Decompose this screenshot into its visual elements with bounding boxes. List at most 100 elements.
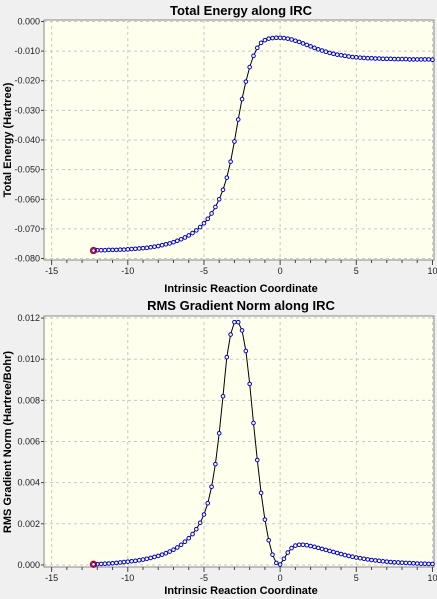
data-point <box>354 555 359 560</box>
data-point <box>254 45 260 51</box>
data-point <box>247 64 252 70</box>
x-axis-label: Intrinsic Reaction Coordinate <box>164 585 317 597</box>
data-point <box>274 35 279 41</box>
data-point <box>182 539 188 544</box>
data-point <box>178 542 184 548</box>
x-tick-label: -15 <box>45 573 58 583</box>
data-point <box>342 53 348 59</box>
x-axis-ticks: -15 -10 -5 0 5 10 <box>45 260 437 276</box>
data-point <box>91 248 96 253</box>
chart-title: Total Energy along IRC <box>170 3 313 18</box>
data-point <box>194 228 199 233</box>
data-point <box>262 517 268 522</box>
data-point <box>201 220 207 226</box>
data-point <box>205 216 211 222</box>
y-tick-label: -0.030 <box>14 105 40 115</box>
y-axis-label: Total Energy (Hartree) <box>2 82 14 197</box>
y-tick-label: 0.010 <box>17 354 40 364</box>
data-point <box>167 241 172 246</box>
data-point <box>159 552 165 557</box>
data-point <box>296 542 302 548</box>
data-point <box>194 526 199 532</box>
y-tick-label: 0.004 <box>17 478 40 488</box>
data-point <box>216 430 222 436</box>
data-point <box>205 500 211 506</box>
data-point <box>418 57 424 62</box>
data-point <box>121 559 127 565</box>
y-tick-label: 0.000 <box>17 560 40 570</box>
data-point <box>197 520 203 526</box>
data-point <box>395 560 401 565</box>
data-point <box>175 545 180 550</box>
data-point <box>228 332 233 337</box>
gradient-series <box>89 319 435 568</box>
data-point <box>392 56 397 62</box>
data-point <box>296 39 302 45</box>
y-tick-label: -0.050 <box>14 165 40 175</box>
data-point <box>388 559 393 565</box>
data-point <box>110 560 115 566</box>
y-tick-label: -0.070 <box>14 224 40 234</box>
data-point <box>346 54 351 59</box>
data-point <box>224 354 230 360</box>
data-point <box>315 47 321 52</box>
data-point <box>369 55 374 61</box>
data-point <box>228 159 233 164</box>
data-point <box>209 484 214 490</box>
data-point <box>133 558 138 564</box>
data-point <box>304 542 310 548</box>
y-axis-label: RMS Gradient Norm (Hartree/Bohr) <box>2 351 14 533</box>
data-point <box>129 246 134 252</box>
data-point <box>376 558 382 564</box>
x-tick-label: 0 <box>278 266 283 276</box>
data-point <box>388 56 393 62</box>
data-point <box>190 230 195 236</box>
data-point <box>411 57 416 62</box>
data-point <box>163 241 169 247</box>
data-point <box>426 561 431 567</box>
data-point <box>133 246 138 252</box>
data-point <box>357 55 363 60</box>
y-axis-ticks: 0.000 0.002 0.004 0.006 0.008 0.010 0.012 <box>17 313 44 570</box>
data-point <box>110 247 115 253</box>
energy-series <box>89 35 435 255</box>
x-tick-label: 5 <box>354 266 359 276</box>
data-point <box>98 247 104 253</box>
data-point <box>106 561 112 566</box>
data-point <box>369 557 374 563</box>
data-point <box>216 196 222 202</box>
data-point <box>312 544 317 550</box>
data-point <box>426 57 431 62</box>
y-tick-label: 0.012 <box>17 313 40 323</box>
data-point <box>175 238 180 244</box>
data-point <box>350 554 355 560</box>
y-tick-label: 0.006 <box>17 437 40 447</box>
data-point <box>190 531 195 537</box>
data-point <box>152 554 157 560</box>
data-point <box>117 560 123 565</box>
data-point <box>125 559 131 564</box>
total-energy-chart: Total Energy along IRC 0.000 -0.010 -0.020… <box>0 0 437 299</box>
data-point <box>159 242 165 248</box>
data-point <box>304 42 310 48</box>
data-point <box>148 555 153 561</box>
data-point <box>346 553 351 559</box>
x-tick-label: -10 <box>121 266 134 276</box>
data-point <box>323 547 329 553</box>
data-point <box>422 57 428 62</box>
data-point <box>319 546 325 552</box>
data-point <box>308 44 313 49</box>
data-point <box>98 561 104 567</box>
data-point <box>376 56 382 61</box>
data-point <box>144 245 150 251</box>
data-point <box>239 328 245 333</box>
data-point <box>201 512 207 517</box>
data-point <box>102 247 108 253</box>
x-tick-label: -10 <box>121 573 134 583</box>
data-point <box>106 247 112 253</box>
data-point <box>407 560 412 566</box>
data-point <box>380 56 386 62</box>
data-point <box>354 55 359 60</box>
data-point <box>293 38 298 44</box>
